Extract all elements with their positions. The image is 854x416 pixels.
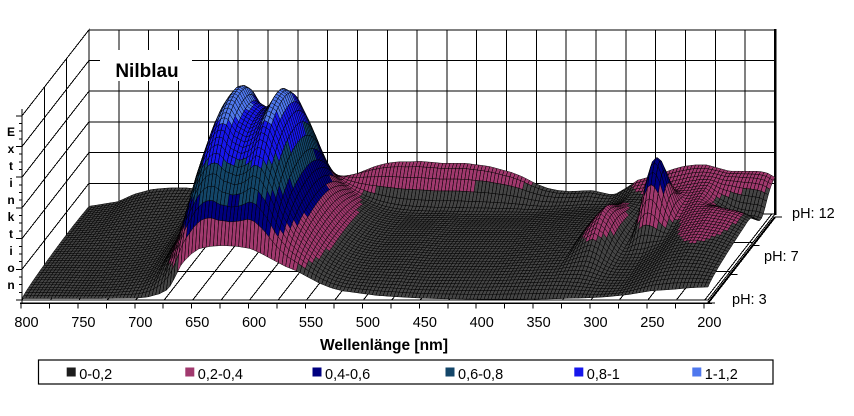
svg-text:pH: 3: pH: 3 (732, 292, 767, 308)
svg-text:t: t (9, 159, 13, 173)
svg-text:n: n (7, 278, 14, 292)
svg-text:0,2-0,4: 0,2-0,4 (198, 367, 243, 383)
svg-text:1-1,2: 1-1,2 (705, 367, 738, 383)
svg-text:550: 550 (299, 315, 323, 331)
svg-text:pH: 12: pH: 12 (792, 206, 835, 222)
svg-text:400: 400 (470, 315, 494, 331)
svg-text:pH: 7: pH: 7 (764, 249, 799, 265)
svg-text:n: n (7, 193, 14, 207)
svg-text:700: 700 (128, 315, 152, 331)
svg-text:0-0,2: 0-0,2 (79, 367, 112, 383)
svg-text:t: t (9, 227, 13, 241)
svg-text:500: 500 (356, 315, 380, 331)
svg-text:E: E (7, 125, 15, 139)
svg-text:250: 250 (640, 315, 664, 331)
svg-text:300: 300 (583, 315, 607, 331)
svg-text:450: 450 (413, 315, 437, 331)
svg-text:350: 350 (526, 315, 550, 331)
svg-text:0,8-1: 0,8-1 (587, 367, 620, 383)
svg-text:i: i (9, 244, 12, 258)
svg-text:i: i (9, 176, 12, 190)
svg-text:x: x (8, 142, 15, 156)
svg-text:k: k (8, 210, 15, 224)
svg-text:Wellenlänge [nm]: Wellenlänge [nm] (320, 337, 448, 354)
svg-text:200: 200 (697, 315, 721, 331)
svg-text:Nilblau: Nilblau (115, 61, 178, 82)
svg-text:0,4-0,6: 0,4-0,6 (325, 367, 370, 383)
svg-text:800: 800 (14, 315, 38, 331)
svg-text:0,6-0,8: 0,6-0,8 (458, 367, 503, 383)
svg-text:o: o (7, 261, 14, 275)
svg-text:650: 650 (185, 315, 209, 331)
svg-text:750: 750 (71, 315, 95, 331)
svg-text:600: 600 (242, 315, 266, 331)
